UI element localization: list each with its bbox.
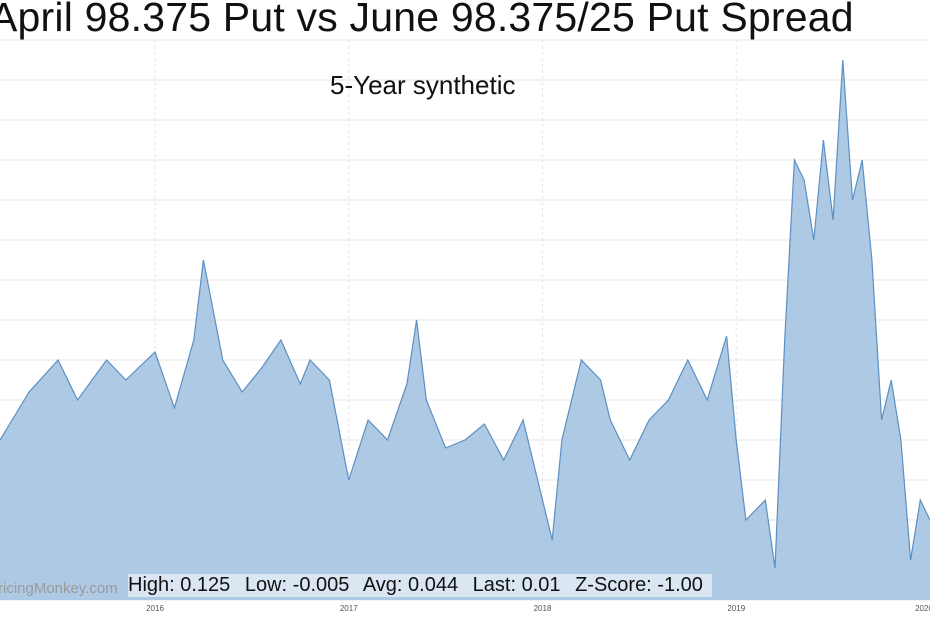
stat-zscore: Z-Score: -1.00 xyxy=(575,574,703,596)
watermark: PricingMonkey.com xyxy=(0,580,118,597)
stats-bar: High: 0.125 Low: -0.005 Avg: 0.044 Last:… xyxy=(128,574,712,597)
stat-last: Last: 0.01 xyxy=(472,574,561,596)
x-axis-ticks: 2016 2017 2018 2019 2020 xyxy=(146,604,930,613)
stat-high: High: 0.125 xyxy=(128,574,231,596)
series-line xyxy=(0,59,930,569)
stat-low: Low: -0.005 xyxy=(244,574,350,596)
x-tick-label: 2018 xyxy=(534,604,552,613)
x-tick-label: 2016 xyxy=(146,604,164,613)
chart-title: April 98.375 Put vs June 98.375/25 Put S… xyxy=(0,0,854,40)
series-area xyxy=(0,60,930,600)
x-tick-label: 2017 xyxy=(340,604,358,613)
chart-subtitle: 5-Year synthetic xyxy=(330,70,516,100)
x-tick-label: 2020 xyxy=(915,604,930,613)
stat-avg: Avg: 0.044 xyxy=(362,574,459,596)
x-tick-label: 2019 xyxy=(727,604,745,613)
